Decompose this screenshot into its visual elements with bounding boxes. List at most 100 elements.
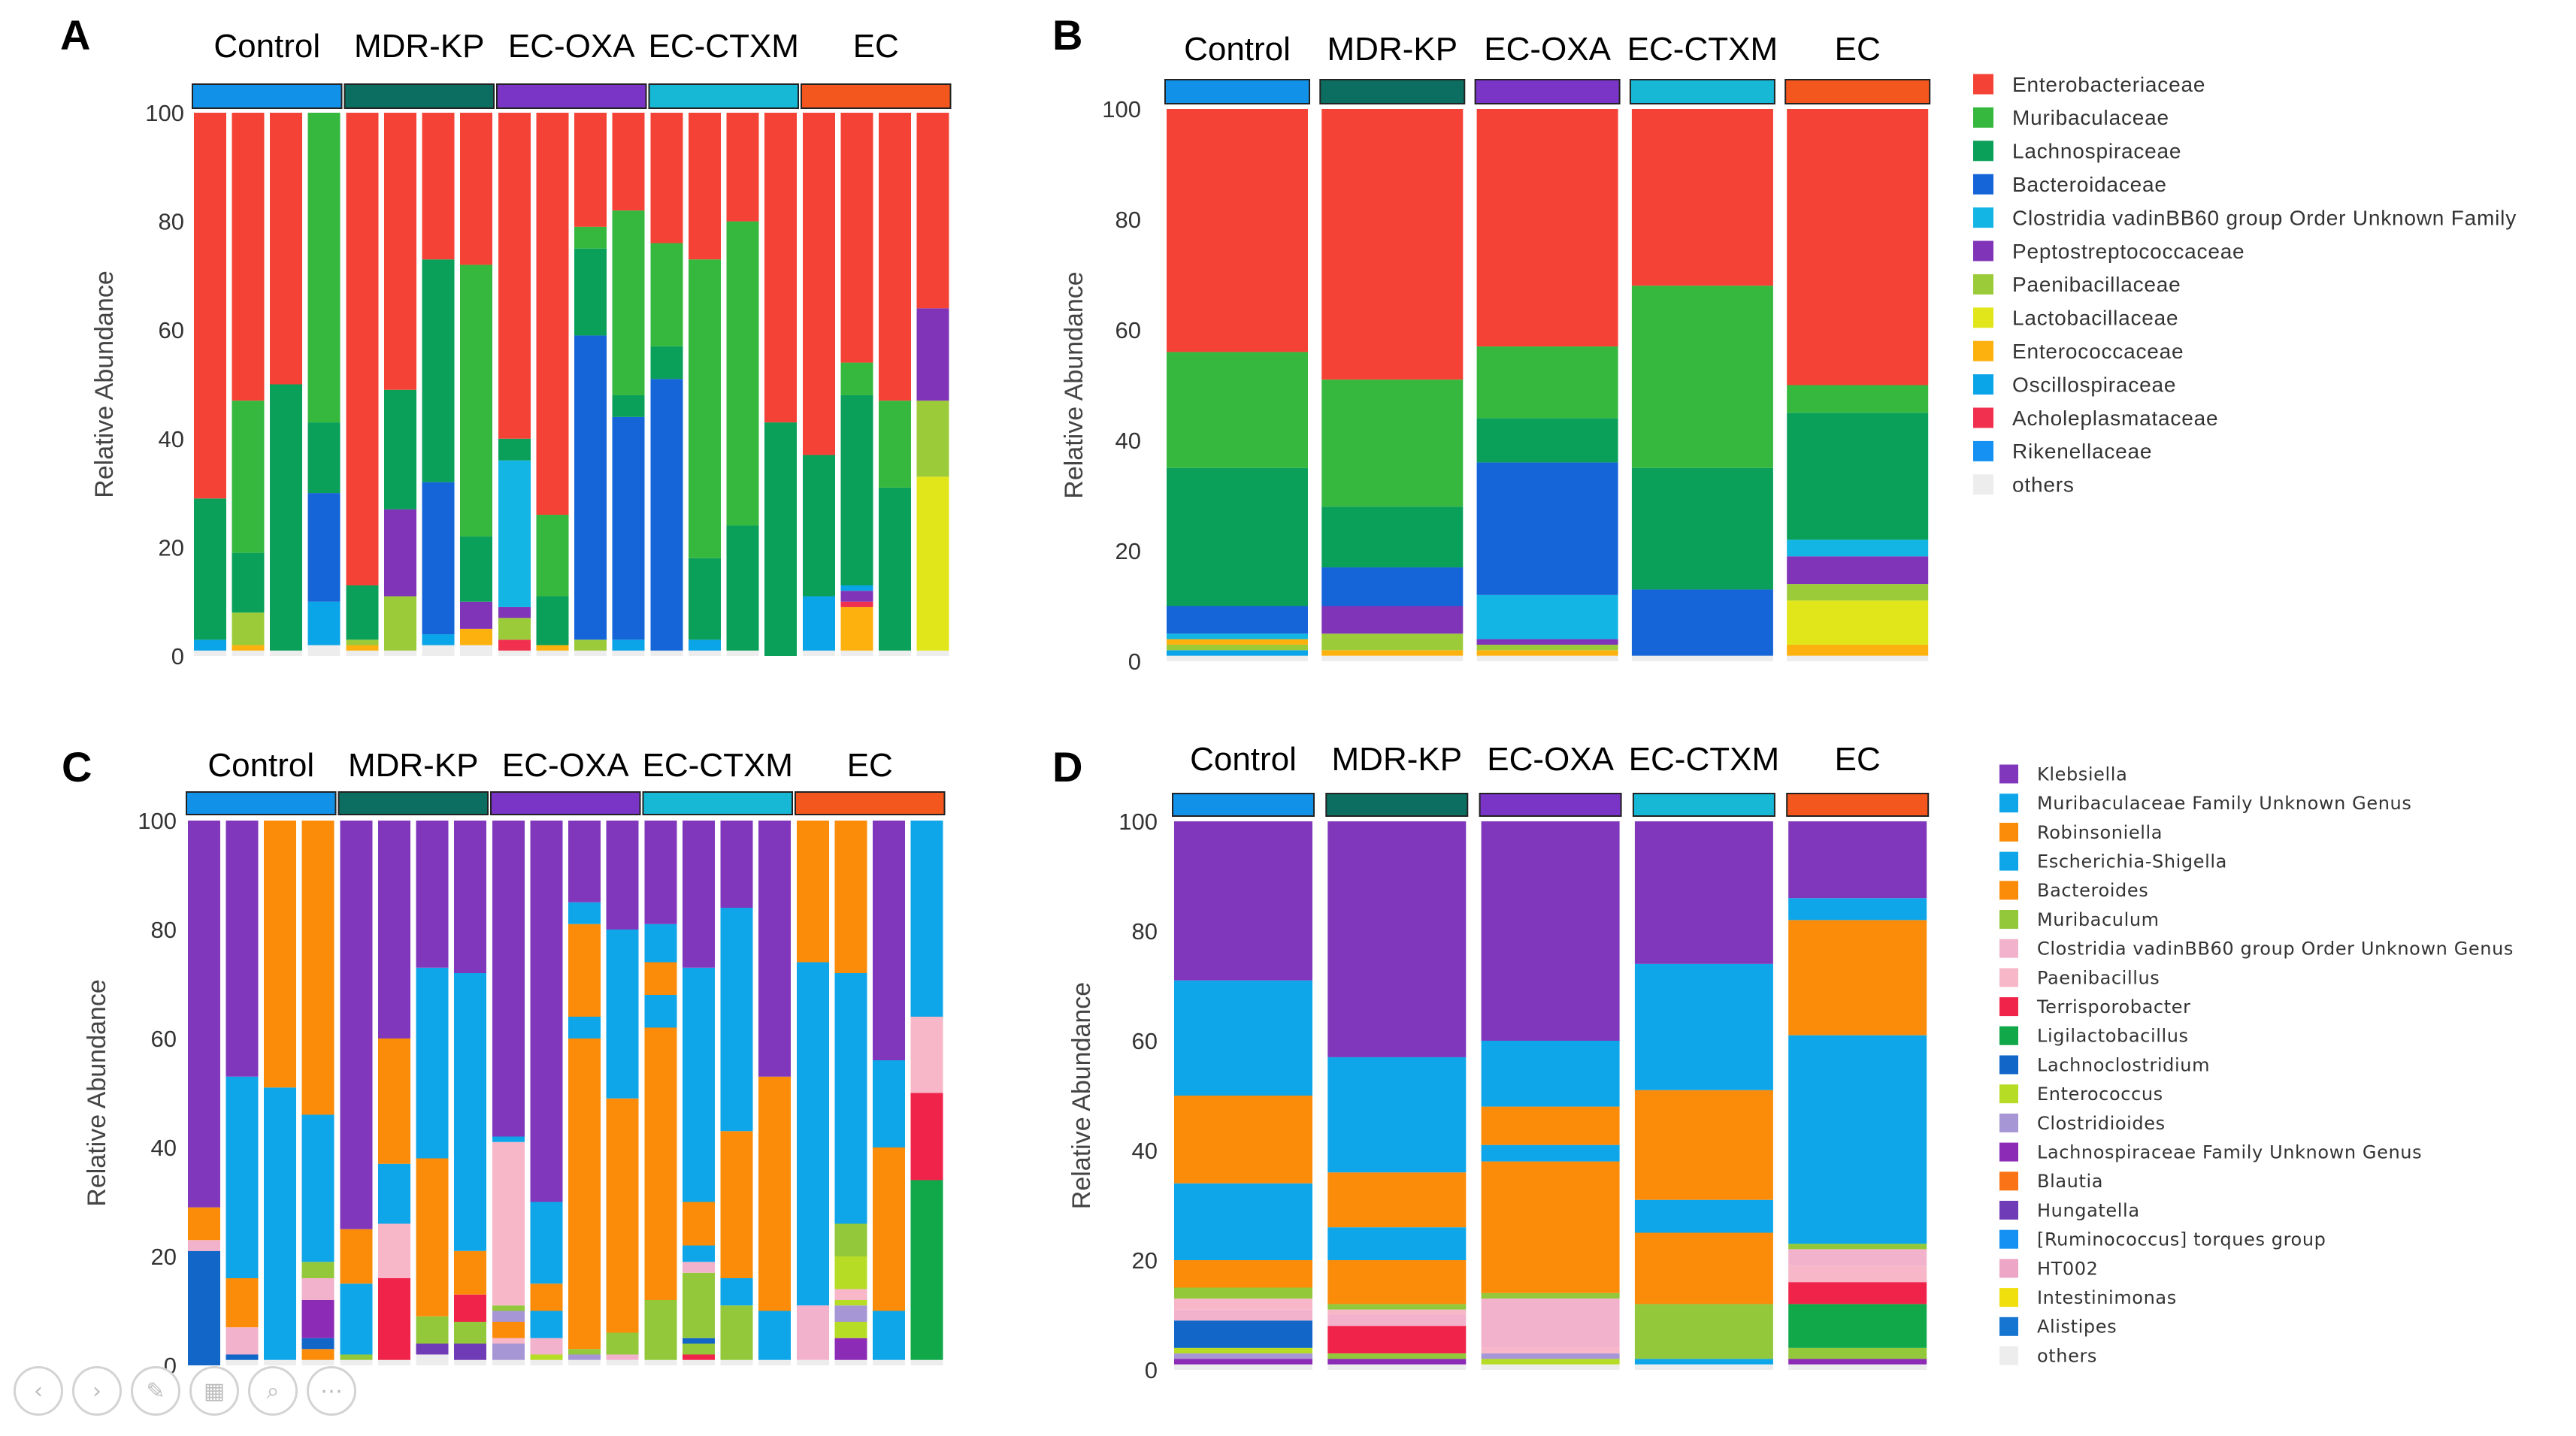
bar-segment — [492, 1338, 525, 1344]
legend-swatch — [1999, 764, 2018, 784]
legend-swatch — [1973, 374, 1993, 395]
legend-swatch — [1973, 141, 1993, 162]
bar-segment — [1481, 1298, 1620, 1348]
bar-segment — [1787, 600, 1929, 645]
bar-segment — [232, 612, 265, 645]
pen-icon: ✎ — [146, 1377, 165, 1404]
legend-swatch — [1999, 968, 2018, 987]
bar-segment — [834, 1289, 867, 1300]
bar-segment — [916, 650, 949, 656]
legend-swatch — [1973, 240, 1993, 262]
bar-segment — [416, 967, 449, 1159]
bar-segment — [720, 1359, 753, 1365]
bar-segment — [916, 401, 949, 477]
bar-segment — [1634, 1090, 1773, 1200]
bar-segment — [1327, 1315, 1467, 1326]
y-tick-label: 100 — [145, 100, 184, 126]
bar-segment — [1167, 467, 1308, 606]
bar-segment — [194, 650, 226, 656]
legend-swatch — [1999, 1317, 2018, 1336]
bar-segment — [1327, 1260, 1467, 1304]
bar-segment — [689, 650, 721, 656]
panel-letter: C — [62, 743, 92, 791]
panel-letter: D — [1052, 743, 1082, 791]
bar-segment — [720, 1305, 753, 1360]
bar-segment — [606, 930, 639, 1082]
legend-label: HT002 — [2037, 1258, 2099, 1279]
bar-segment — [834, 1300, 867, 1306]
bar-segment — [232, 552, 265, 613]
bar-segment — [1481, 1347, 1620, 1354]
prev-slide-icon: ‹ — [34, 1377, 43, 1404]
slide-toolbar: ‹ › ✎ ▦ ⌕ ⋯ — [14, 1366, 356, 1416]
zoom-icon: ⌕ — [266, 1377, 280, 1404]
bar-segment — [378, 1223, 410, 1278]
bar-segment — [683, 1272, 715, 1338]
y-axis-label: Relative Abundance — [83, 979, 111, 1206]
legend-label: Muribaculaceae Family Unknown Genus — [2037, 793, 2411, 814]
group-color-box — [490, 791, 641, 815]
legend-swatch — [1999, 1113, 2018, 1132]
bar-segment — [840, 591, 873, 602]
pen-button[interactable]: ✎ — [131, 1366, 180, 1416]
bar-segment — [1634, 1199, 1773, 1233]
y-tick-label: 60 — [1132, 1028, 1158, 1054]
legend-swatch — [1999, 1171, 2018, 1191]
group-label: EC-CTXM — [1627, 31, 1778, 68]
legend-label: Lachnospiraceae Family Unknown Genus — [2037, 1142, 2422, 1163]
bar-segment — [1787, 413, 1929, 540]
bar-segment — [492, 821, 525, 1137]
bar-segment — [873, 1311, 905, 1360]
bar-segment — [301, 1359, 334, 1365]
y-tick-label: 40 — [1132, 1138, 1158, 1164]
legend-label: Clostridia vadinBB60 group Order Unknown… — [2037, 939, 2514, 960]
bar-segment — [840, 113, 873, 363]
bar-segment — [454, 1359, 486, 1365]
bar-segment — [1631, 109, 1773, 286]
bar-segment — [1167, 650, 1308, 656]
legend-label: Ligilactobacillus — [2037, 1026, 2189, 1047]
zoom-button[interactable]: ⌕ — [248, 1366, 298, 1416]
bar-segment — [301, 821, 334, 1115]
bar-segment — [492, 1322, 525, 1338]
next-slide-button[interactable]: › — [72, 1366, 122, 1416]
bar-segment — [683, 1262, 715, 1273]
bar-segment — [301, 1262, 334, 1278]
bar-segment — [340, 1359, 373, 1365]
bar-segment — [916, 308, 949, 401]
bar-segment — [1788, 1249, 1927, 1266]
bar-segment — [834, 1338, 867, 1360]
bar-segment — [232, 113, 265, 401]
y-tick-label: 80 — [1115, 207, 1141, 233]
bar-segment — [416, 1354, 449, 1365]
bar-segment — [530, 1338, 563, 1355]
legend-label: Lachnospiraceae — [2012, 140, 2181, 163]
bar-segment — [916, 113, 949, 309]
bar-segment — [422, 113, 455, 260]
bar-segment — [536, 650, 569, 656]
bar-segment — [384, 389, 416, 509]
group-label: EC — [847, 747, 893, 784]
bar-segment — [378, 1278, 410, 1360]
slides-button[interactable]: ▦ — [189, 1366, 239, 1416]
legend-swatch — [1973, 74, 1993, 95]
legend-label: Paenibacillus — [2037, 967, 2160, 988]
y-tick-label: 60 — [151, 1026, 177, 1052]
more-icon: ⋯ — [320, 1377, 343, 1404]
prev-slide-button[interactable]: ‹ — [14, 1366, 63, 1416]
bar-segment — [194, 639, 226, 651]
bar-segment — [1167, 655, 1308, 661]
bar-segment — [1476, 650, 1618, 656]
bar-segment — [1788, 920, 1927, 1035]
group-label: MDR-KP — [354, 28, 485, 65]
group-color-box — [1319, 79, 1466, 104]
bar-segment — [301, 1300, 334, 1338]
bar-segment — [1481, 1161, 1620, 1293]
more-button[interactable]: ⋯ — [307, 1366, 356, 1416]
bar-segment — [574, 335, 607, 640]
group-color-box — [1479, 793, 1622, 817]
bar-segment — [568, 1017, 601, 1038]
y-tick-label: 40 — [159, 426, 184, 452]
bar-segment — [840, 362, 873, 395]
bar-segment — [879, 487, 911, 651]
